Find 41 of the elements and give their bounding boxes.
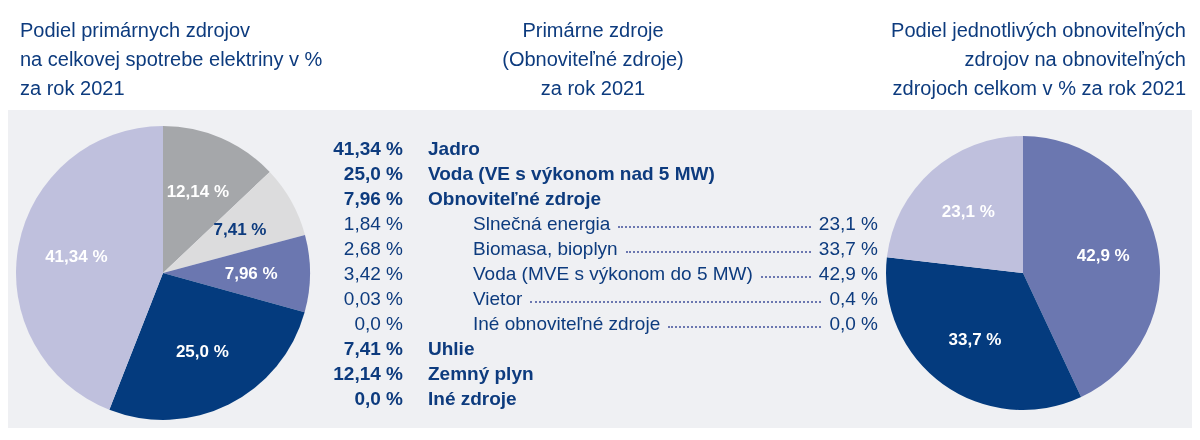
chart-title: Podiel primárnych zdrojov na celkovej spotrebe elektriny v % za rok 2021 xyxy=(20,18,323,101)
data-label: 0,0 % xyxy=(354,387,403,411)
data-label: 0,4 % xyxy=(829,287,878,311)
data-label: 41,34 % xyxy=(45,247,108,267)
data-label: 12,14 % xyxy=(333,362,403,386)
data-label: 2,68 % xyxy=(343,237,403,261)
data-label: 25,0 % xyxy=(343,162,403,186)
data-label: 7,96 % xyxy=(343,187,403,211)
data-label: 42,9 % xyxy=(1076,245,1130,265)
data-label: 12,14 % xyxy=(166,182,230,202)
chart-title: Podiel jednotlivých obnoviteľných zdrojov na obnoviteľných zdrojoch celkom v % za rok 2021 xyxy=(891,18,1186,101)
data-label: 0,03 % xyxy=(343,287,403,311)
category-label: Iné obnoviteľné zdroje xyxy=(473,312,661,336)
data-label: 42,9 % xyxy=(818,262,878,286)
data-label: 7,41 % xyxy=(213,220,267,240)
data-label: 7,96 % xyxy=(224,263,278,283)
data-label: 23,1 % xyxy=(818,212,878,236)
pie-slice xyxy=(1023,136,1160,398)
category-label: Uhlie xyxy=(428,337,475,361)
category-label: Iné zdroje xyxy=(428,387,517,411)
category-label: Voda (VE s výkonom nad 5 MW) xyxy=(428,162,715,186)
category-label: Voda (MVE s výkonom do 5 MW) xyxy=(473,262,753,286)
category-label: Vietor xyxy=(473,287,523,311)
data-label: 7,41 % xyxy=(343,337,403,361)
data-label: 23,1 % xyxy=(941,202,995,222)
pie-slice xyxy=(16,126,163,410)
data-label: 33,7 % xyxy=(818,237,878,261)
data-label: 0,0 % xyxy=(354,312,403,336)
category-label: Jadro xyxy=(428,137,480,161)
data-label: 41,34 % xyxy=(333,137,403,161)
data-label: 33,7 % xyxy=(948,330,1002,350)
category-label: Slnečná energia xyxy=(473,212,611,236)
category-label: Biomasa, bioplyn xyxy=(473,237,618,261)
pie-slice xyxy=(886,136,1023,273)
category-label: Obnoviteľné zdroje xyxy=(428,187,602,211)
category-label: Zemný plyn xyxy=(428,362,534,386)
text: Primárne zdroje (Obnoviteľné zdroje) za rok 2021 xyxy=(502,19,684,99)
data-label: 0,0 % xyxy=(829,312,878,336)
data-label: 25,0 % xyxy=(175,342,229,362)
data-label: 1,84 % xyxy=(343,212,403,236)
data-label: 3,42 % xyxy=(343,262,403,286)
